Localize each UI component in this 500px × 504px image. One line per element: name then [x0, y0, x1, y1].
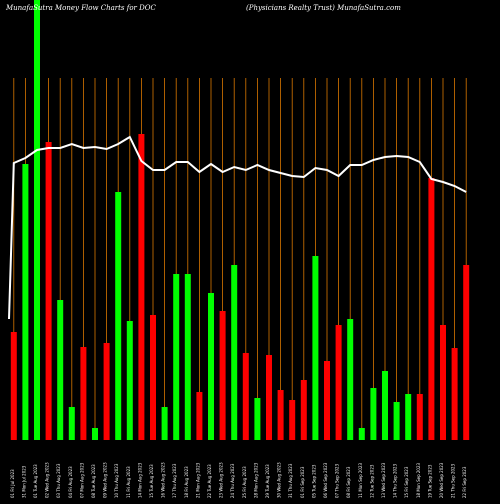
x-tick-label: 07 Mon Aug 2023 [79, 462, 84, 498]
bar-11 [126, 321, 133, 440]
bar-37 [428, 178, 435, 440]
bar-38 [440, 325, 446, 440]
bar-3 [34, 0, 40, 440]
bar-40 [463, 265, 470, 440]
x-tick-label: 18 Mon Sep 2023 [416, 462, 421, 498]
bar-19 [219, 311, 226, 440]
x-tick-label: 13 Wed Sep 2023 [381, 462, 386, 498]
bar-16 [184, 274, 191, 440]
x-tick-label: 21 Mon Aug 2023 [195, 462, 200, 498]
x-tick-label: 22 Fri Sep 2023 [462, 466, 467, 498]
bar-23 [266, 355, 272, 440]
bar-10 [115, 192, 122, 440]
x-tick-label: 22 Tue Aug 2023 [207, 464, 212, 498]
bar-12 [138, 134, 145, 440]
bar-25 [289, 400, 296, 440]
bar-24 [277, 390, 284, 440]
bar-31 [358, 428, 365, 440]
x-tick-label: 06 Wed Sep 2023 [323, 462, 328, 498]
x-tick-label: 18 Fri Aug 2023 [184, 466, 189, 498]
x-tick-label: 15 Fri Sep 2023 [404, 466, 409, 498]
bars [10, 0, 470, 440]
bar-29 [335, 325, 342, 440]
bar-27 [312, 256, 319, 440]
x-tick-label: 04 Fri Aug 2023 [68, 466, 73, 498]
x-tick-label: 20 Wed Sep 2023 [439, 462, 444, 498]
bar-21 [242, 353, 249, 440]
x-tick-label: 31 Mon Jul 2023 [21, 465, 26, 498]
x-tick-label: 15 Tue Aug 2023 [149, 464, 154, 498]
bar-4 [45, 142, 52, 440]
bar-32 [370, 388, 377, 440]
x-tick-label: 16 Wed Aug 2023 [161, 462, 166, 498]
bar-5 [57, 300, 64, 440]
x-tick-label: 28 Mon Aug 2023 [253, 462, 258, 498]
x-tick-label: 11 Fri Aug 2023 [126, 466, 131, 498]
bar-7 [80, 347, 87, 440]
x-tick-label: 05 Tue Sep 2023 [311, 464, 316, 498]
x-tick-label: 03 Thu Aug 2023 [56, 463, 61, 498]
bar-35 [405, 394, 412, 440]
bar-30 [347, 319, 354, 440]
bar-20 [231, 265, 238, 440]
bar-26 [300, 380, 307, 440]
x-tick-label: 31 Thu Aug 2023 [288, 463, 293, 498]
x-tick-label: 14 Thu Sep 2023 [393, 463, 398, 498]
price-line [8, 135, 467, 320]
bar-28 [324, 361, 330, 440]
x-tick-label: 01 Fri Sep 2023 [300, 466, 305, 498]
bar-18 [208, 293, 214, 440]
x-tick-label: 24 Thu Aug 2023 [230, 463, 235, 498]
x-tick-label: 30 Wed Aug 2023 [277, 462, 282, 498]
x-tick-label: 02 Wed Aug 2023 [45, 462, 50, 498]
x-tick-label: 10 Thu Aug 2023 [114, 463, 119, 498]
x-tick-label: 25 Fri Aug 2023 [242, 466, 247, 498]
bar-22 [254, 398, 261, 440]
x-tick-label: 08 Fri Sep 2023 [346, 466, 351, 498]
bar-39 [451, 348, 458, 440]
x-tick-label: 01 Fri Jul 2023 [10, 469, 15, 498]
x-tick-label: 29 Tue Aug 2023 [265, 464, 270, 498]
bar-1 [10, 332, 17, 440]
x-axis-labels: 01 Fri Jul 2023 31 Mon Jul 2023 01 Tue Aug… [10, 462, 467, 498]
x-tick-label: 01 Tue Aug 2023 [33, 464, 38, 498]
x-tick-label: 14 Mon Aug 2023 [137, 462, 142, 498]
bar-34 [393, 402, 400, 440]
x-tick-label: 08 Tue Aug 2023 [91, 464, 96, 498]
x-tick-label: 21 Thu Sep 2023 [451, 463, 456, 498]
x-tick-label: 19 Tue Sep 2023 [427, 464, 432, 498]
bar-6 [68, 407, 75, 440]
bar-17 [196, 392, 203, 440]
x-tick-label: 07 Thu Sep 2023 [335, 463, 340, 498]
x-tick-label: 17 Thu Aug 2023 [172, 463, 177, 498]
x-tick-label: 09 Wed Aug 2023 [103, 462, 108, 498]
bar-13 [150, 315, 156, 440]
chart-title-left: MunafaSutra Money Flow Charts for DOC [5, 4, 156, 12]
bar-14 [161, 407, 168, 440]
bar-8 [92, 428, 98, 440]
bar-2 [22, 164, 29, 440]
bar-9 [103, 343, 110, 440]
bar-15 [173, 274, 180, 440]
x-tick-label: 12 Tue Sep 2023 [369, 464, 374, 498]
x-tick-label: 23 Wed Aug 2023 [219, 462, 224, 498]
bar-36 [416, 394, 423, 440]
chart-title-right: (Physicians Realty Trust) MunafaSutra.co… [246, 4, 401, 12]
bar-33 [382, 371, 388, 440]
x-tick-label: 11 Mon Sep 2023 [358, 462, 363, 498]
